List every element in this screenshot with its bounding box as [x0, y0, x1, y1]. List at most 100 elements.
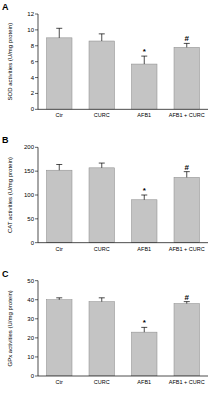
- error-bar: [99, 298, 105, 302]
- x-axis: [38, 376, 208, 377]
- marks: [47, 28, 200, 109]
- y-axis: [38, 281, 39, 376]
- x-tick-label: AFB1: [137, 112, 151, 118]
- bar: [47, 300, 73, 376]
- error-stem: [186, 172, 187, 178]
- x-tick-label: Ctr: [56, 246, 64, 252]
- y-tick: [35, 242, 38, 243]
- y-tick-label: 4: [31, 75, 35, 81]
- y-tick: [35, 280, 38, 281]
- significance-marker: *: [143, 186, 147, 195]
- panel: ASOD activities (U/mg protein)024681012C…: [2, 2, 208, 118]
- y-axis: [38, 14, 39, 109]
- panel: CGPx activities (U/mg protein)0102030405…: [2, 269, 208, 385]
- y-tick: [35, 218, 38, 219]
- x-tick-label: Ctr: [56, 379, 64, 385]
- bar: [132, 332, 158, 376]
- bar: [132, 64, 158, 109]
- error-bar: [184, 172, 190, 178]
- marks: [47, 163, 200, 243]
- y-tick: [35, 376, 38, 377]
- error-stem: [101, 163, 102, 168]
- bar: [89, 168, 115, 243]
- y-tick: [35, 109, 38, 110]
- y-tick: [35, 318, 38, 319]
- error-stem: [101, 34, 102, 41]
- y-tick-label: 6: [31, 59, 35, 65]
- bar: [174, 304, 200, 376]
- y-tick-label: 0: [31, 106, 35, 112]
- error-bar: [99, 163, 105, 168]
- panel-label: A: [2, 2, 9, 12]
- y-tick: [35, 356, 38, 357]
- error-bar: [99, 34, 105, 41]
- x-tick-label: AFB1 + CURC: [169, 379, 205, 385]
- error-stem: [186, 43, 187, 47]
- significance-marker: *: [143, 47, 147, 56]
- bar: [89, 302, 115, 376]
- y-axis-label: GPx activities (U/mg protein): [7, 290, 13, 366]
- bar: [47, 38, 73, 110]
- error-cap: [99, 163, 105, 164]
- y-tick: [35, 29, 38, 30]
- bar: [89, 41, 115, 109]
- error-bar: [184, 302, 190, 304]
- y-tick: [35, 171, 38, 172]
- panel: BCAT activities (U/mg protein)0501001502…: [2, 135, 208, 251]
- error-stem: [144, 195, 145, 200]
- y-axis: [38, 147, 39, 242]
- y-tick-label: 10: [27, 354, 34, 360]
- x-axis: [38, 109, 208, 110]
- panel-label: B: [2, 135, 9, 145]
- y-tick-label: 50: [27, 278, 34, 284]
- x-tick-label: CURC: [94, 112, 110, 118]
- y-tick-label: 200: [24, 144, 35, 150]
- error-bar: [141, 56, 147, 64]
- error-stem: [59, 164, 60, 170]
- error-bar: [184, 43, 190, 47]
- significance-marker: #: [185, 293, 190, 302]
- y-tick: [35, 93, 38, 94]
- error-stem: [144, 56, 145, 64]
- y-tick-label: 40: [27, 297, 34, 303]
- significance-marker: #: [185, 34, 190, 43]
- error-bar: [141, 327, 147, 332]
- error-bar: [141, 195, 147, 200]
- significance-marker: *: [143, 318, 147, 327]
- x-tick-label: AFB1: [137, 379, 151, 385]
- y-tick-label: 0: [31, 373, 35, 379]
- x-tick-label: CURC: [94, 379, 110, 385]
- x-tick-label: AFB1 + CURC: [169, 112, 205, 118]
- error-cap: [56, 297, 62, 298]
- bar: [132, 200, 158, 243]
- error-bar: [56, 28, 62, 38]
- y-tick-label: 100: [24, 192, 35, 198]
- bar: [174, 47, 200, 109]
- panel-label: C: [2, 269, 9, 279]
- y-tick: [35, 147, 38, 148]
- x-tick-label: CURC: [94, 246, 110, 252]
- x-tick-label: AFB1 + CURC: [169, 246, 205, 252]
- y-tick-label: 20: [27, 335, 34, 341]
- x-tick-label: AFB1: [137, 246, 151, 252]
- y-tick-label: 0: [31, 240, 35, 246]
- error-stem: [144, 327, 145, 332]
- y-tick: [35, 77, 38, 78]
- error-cap: [99, 297, 105, 298]
- error-cap: [99, 33, 105, 34]
- y-tick-label: 8: [31, 43, 35, 49]
- y-axis-label: SOD activities (U/mg protein): [7, 23, 13, 101]
- y-tick: [35, 45, 38, 46]
- bar: [174, 177, 200, 242]
- error-cap: [56, 164, 62, 165]
- bar: [47, 170, 73, 242]
- x-tick-label: Ctr: [56, 112, 64, 118]
- y-tick: [35, 195, 38, 196]
- error-cap: [56, 28, 62, 29]
- y-tick-label: 150: [24, 168, 35, 174]
- error-bar: [56, 164, 62, 170]
- y-tick-label: 12: [27, 11, 34, 17]
- y-tick-label: 10: [27, 27, 34, 33]
- error-stem: [59, 28, 60, 38]
- error-stem: [101, 298, 102, 302]
